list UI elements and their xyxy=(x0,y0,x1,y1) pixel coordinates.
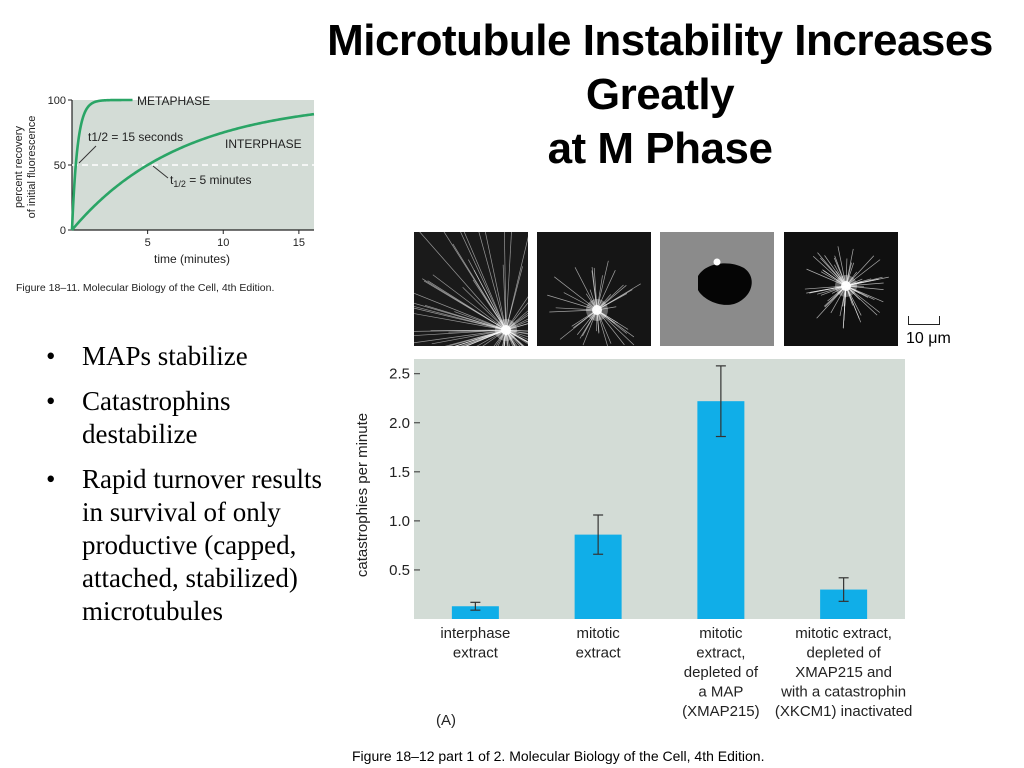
panel-label: (A) xyxy=(436,712,456,729)
category-label-line: depleted of xyxy=(807,645,882,662)
bar-category-labels: interphase extract mitotic extract mitotic ex… xyxy=(440,625,912,720)
category-label-line: XMAP215 and xyxy=(795,664,892,681)
interphase-recovery-curve xyxy=(71,112,315,231)
interphase-label: INTERPHASE xyxy=(225,137,302,151)
metaphase-recovery-curve xyxy=(70,98,133,231)
bar-y-tick-label: 2.0 xyxy=(389,415,410,432)
slide-title: Microtubule Instability Increases Greatl… xyxy=(320,14,1000,176)
bar-series xyxy=(451,365,868,619)
recovery-x-axis: 5 10 15 xyxy=(72,229,314,249)
recovery-x-tick-label: 5 xyxy=(145,237,151,249)
metaphase-thalf-leader xyxy=(78,145,97,164)
micrograph-xkcm1-inactivated xyxy=(784,232,898,346)
bar-y-tick-label: 2.5 xyxy=(389,366,410,383)
title-line-2: at M Phase xyxy=(547,124,773,173)
thalf-subscript: 1/2 xyxy=(173,179,186,189)
category-label-line: (XMAP215) xyxy=(682,703,760,720)
category-label-line: mitotic xyxy=(576,625,620,642)
metaphase-thalf-label: t1/2 = 15 seconds xyxy=(88,130,183,144)
recovery-y-tick-label: 100 xyxy=(48,95,66,107)
bar-category-label: mitotic extract, depleted of a MAP (XMAP215) xyxy=(682,625,760,720)
bar-y-tick-label: 1.5 xyxy=(389,464,410,481)
category-label-line: depleted of xyxy=(684,664,759,681)
recovery-x-tick-label: 10 xyxy=(217,237,229,249)
micrograph-xmap215-depleted xyxy=(660,232,774,346)
title-line-1: Microtubule Instability Increases Greatl… xyxy=(327,16,993,119)
bar-y-tick-label: 1.0 xyxy=(389,513,410,530)
metaphase-label: METAPHASE xyxy=(137,94,210,108)
scale-bar-label: 10 μm xyxy=(906,330,951,347)
recovery-xlabel: time (minutes) xyxy=(154,252,230,266)
bar-category-label: interphase extract xyxy=(440,625,510,662)
interphase-thalf-leader xyxy=(152,165,169,179)
bar-y-tick-label: 0.5 xyxy=(389,562,410,579)
bar-y-axis: 0.5 1.0 1.5 2.0 2.5 xyxy=(389,366,420,579)
bullet-item: Rapid turnover results in survival of on… xyxy=(46,463,346,628)
thalf-t: t xyxy=(170,173,174,187)
micrograph-mitotic xyxy=(537,232,651,346)
figure-18-12-caption: Figure 18–12 part 1 of 2. Molecular Biol… xyxy=(352,748,765,764)
bar xyxy=(697,401,745,619)
bullet-item: MAPs stabilize xyxy=(46,340,346,373)
bar-category-label: mitotic extract, depleted of XMAP215 and wi… xyxy=(775,625,913,720)
category-label-line: interphase xyxy=(440,625,510,642)
category-label-line: mitotic xyxy=(699,625,743,642)
category-label-line: extract xyxy=(576,645,622,662)
category-label-line: extract, xyxy=(696,645,745,662)
bullet-list: MAPs stabilize Catastrophins destabilize… xyxy=(46,340,346,640)
figure-18-11-caption: Figure 18–11. Molecular Biology of the C… xyxy=(16,282,274,294)
micrograph-interphase xyxy=(414,232,528,346)
recovery-y-tick-label: 0 xyxy=(60,225,66,237)
category-label-line: with a catastrophin xyxy=(780,684,906,701)
category-label-line: a MAP xyxy=(698,684,743,701)
category-label-line: extract xyxy=(453,645,499,662)
recovery-y-tick-label: 50 xyxy=(54,160,66,172)
recovery-y-axis: 0 50 100 xyxy=(48,95,73,237)
interphase-thalf-label: t1/2 = 5 minutes xyxy=(170,173,252,189)
bar-ylabel: catastrophies per minute xyxy=(354,413,371,577)
category-label-line: mitotic extract, xyxy=(795,625,892,642)
scale-bar xyxy=(908,316,940,325)
fluorescence-recovery-figure: 0 50 100 5 10 15 METAPHASE INTERPHASE t1/2 =… xyxy=(13,94,315,294)
recovery-ylabel-line-1: percent recovery xyxy=(13,126,25,208)
bar-plot-background xyxy=(414,359,905,619)
thalf-value: = 5 minutes xyxy=(186,173,252,187)
bar xyxy=(451,606,499,619)
catastrophe-bar-chart: 0.51.01.52.02.5 interphase extractmitotic… xyxy=(354,359,912,729)
recovery-x-tick-label: 15 xyxy=(293,237,305,249)
bullet-item: Catastrophins destabilize xyxy=(46,385,346,451)
category-label-line: (XKCM1) inactivated xyxy=(775,703,913,720)
recovery-ylabel-line-2: of initial fluorescence xyxy=(26,116,38,219)
bar-category-label: mitotic extract xyxy=(576,625,622,662)
